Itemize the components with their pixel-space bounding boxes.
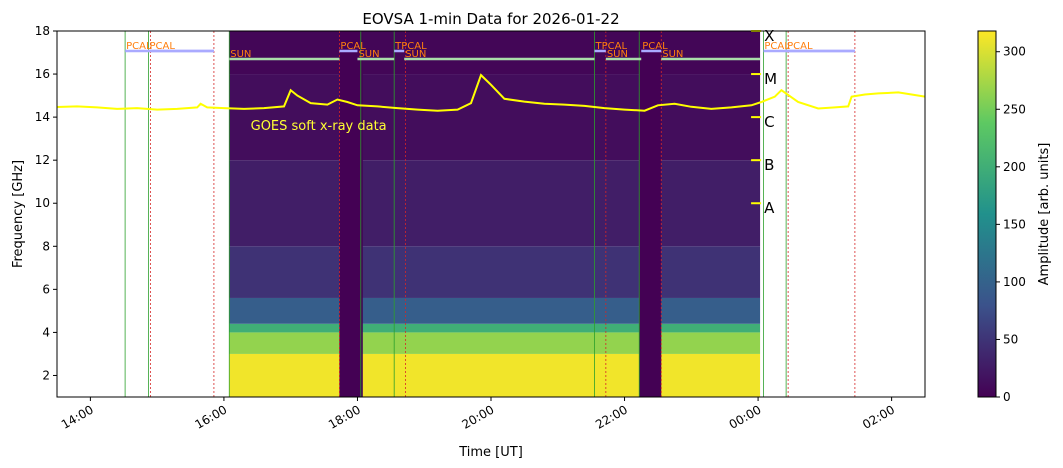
colorbar-label: Amplitude [arb. units] [1037, 143, 1052, 286]
goes-class-label: M [764, 70, 777, 88]
y-tick-label: 2 [42, 368, 50, 382]
observation-segment-label: TPCAL [394, 41, 427, 52]
colorbar-tick-label: 200 [1003, 160, 1026, 174]
vertical-markers [124, 31, 856, 397]
observation-segment-label: PCAL [340, 41, 366, 52]
observation-segments: PCALPCALSUNPCALSUNTPCALSUNTPCALSUNPCALSU… [125, 41, 855, 61]
observation-segment-label: PCAL [764, 41, 790, 52]
x-tick-label: 02:00 [860, 402, 897, 431]
y-tick-label: 18 [35, 24, 50, 38]
y-tick-label: 8 [42, 239, 50, 253]
y-tick-label: 12 [35, 153, 50, 167]
observation-segment-label: PCAL [149, 41, 175, 52]
colorbar-tick-label: 300 [1003, 45, 1026, 59]
observation-segment-label: PCAL [126, 41, 152, 52]
observation-segment-label: SUN [662, 49, 683, 60]
y-tick-label: 14 [35, 110, 50, 124]
y-tick-label: 16 [35, 67, 50, 81]
goes-label: GOES soft x-ray data [251, 119, 387, 134]
spectrogram-band [229, 74, 761, 161]
plot-area: PCALPCALSUNPCALSUNTPCALSUNTPCALSUNPCALSU… [56, 27, 926, 398]
goes-class-label: A [764, 199, 775, 217]
y-tick-label: 6 [42, 282, 50, 296]
colorbar-gradient [977, 30, 997, 398]
observation-segment-label: PCAL [787, 41, 813, 52]
goes-class-label: C [764, 113, 774, 131]
observation-segment-label: PCAL [642, 41, 668, 52]
colorbar-tick-label: 100 [1003, 275, 1026, 289]
spectrogram-band [229, 353, 761, 397]
y-axis: 2 4 6 8 10 12 14 16 18 [35, 24, 57, 382]
x-tick-label: 22:00 [593, 402, 630, 431]
colorbar-tick-label: 0 [1003, 390, 1011, 404]
observation-segment-label: SUN [230, 49, 251, 60]
observation-segment-label: SUN [607, 49, 628, 60]
x-tick-label: 00:00 [727, 402, 764, 431]
goes-curve [57, 73, 925, 112]
x-tick-label: 16:00 [192, 402, 229, 431]
y-tick-label: 4 [42, 325, 50, 339]
spectrogram-band [229, 323, 761, 333]
goes-class-label: X [764, 27, 774, 45]
chart-title: EOVSA 1-min Data for 2026-01-22 [362, 10, 619, 28]
spectrogram-band [229, 332, 761, 354]
spectrogram-band [229, 31, 761, 75]
x-tick-label: 14:00 [59, 402, 96, 431]
spectrogram-gap [339, 31, 363, 397]
observation-segment-label: SUN [358, 49, 379, 60]
y-axis-label: Frequency [GHz] [11, 160, 26, 268]
x-axis-label: Time [UT] [458, 445, 523, 460]
spectrogram-band [229, 297, 761, 324]
observation-segment-label: TPCAL [594, 41, 627, 52]
spectrogram-gap [639, 31, 662, 397]
spectrogram-band [229, 160, 761, 247]
colorbar-tick-label: 150 [1003, 217, 1026, 231]
spectrogram-image [229, 31, 761, 397]
x-tick-label: 18:00 [326, 402, 363, 431]
colorbar-tick-label: 50 [1003, 332, 1018, 346]
spectrogram-band [229, 246, 761, 298]
x-tick-label: 20:00 [460, 402, 497, 431]
colorbar: 0 50 100 150 200 250 300 Amplitude [arb. units… [977, 30, 1052, 404]
observation-segment-label: SUN [405, 49, 426, 60]
x-axis: 14:00 16:00 18:00 20:00 22:00 00:00 02:00 [59, 397, 897, 432]
y-tick-label: 10 [35, 196, 50, 210]
colorbar-ticks: 0 50 100 150 200 250 300 [996, 45, 1026, 404]
colorbar-tick-label: 250 [1003, 102, 1026, 116]
goes-class-label: B [764, 156, 774, 174]
